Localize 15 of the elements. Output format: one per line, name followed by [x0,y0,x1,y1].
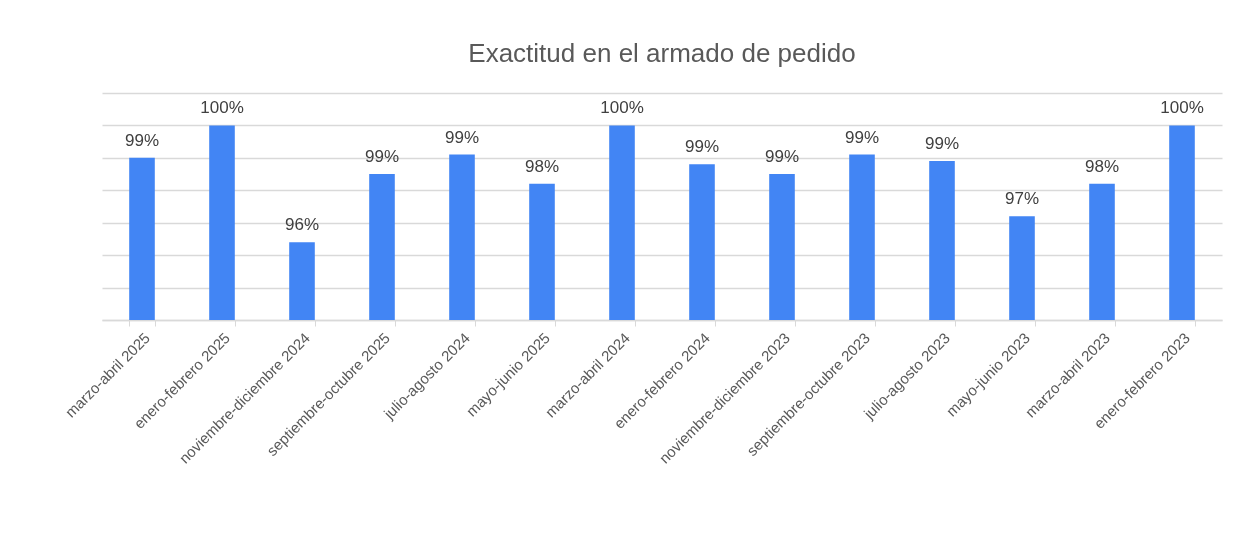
data-label: 98% [524,156,560,176]
data-label: 99% [444,127,480,147]
data-label: 99% [844,127,880,147]
data-label: 96% [284,215,320,235]
data-label: 100% [200,98,244,118]
data-label: 99% [124,130,160,150]
chart-title: Exactitud en el armado de pedido [468,38,856,68]
data-label: 99% [684,137,720,157]
data-label: 99% [764,147,800,167]
data-label: 100% [600,98,644,118]
data-label: 100% [1160,98,1204,118]
data-label: 99% [924,134,960,154]
data-label: 98% [1084,156,1120,176]
data-label: 99% [364,147,400,167]
data-label: 97% [1004,189,1040,209]
